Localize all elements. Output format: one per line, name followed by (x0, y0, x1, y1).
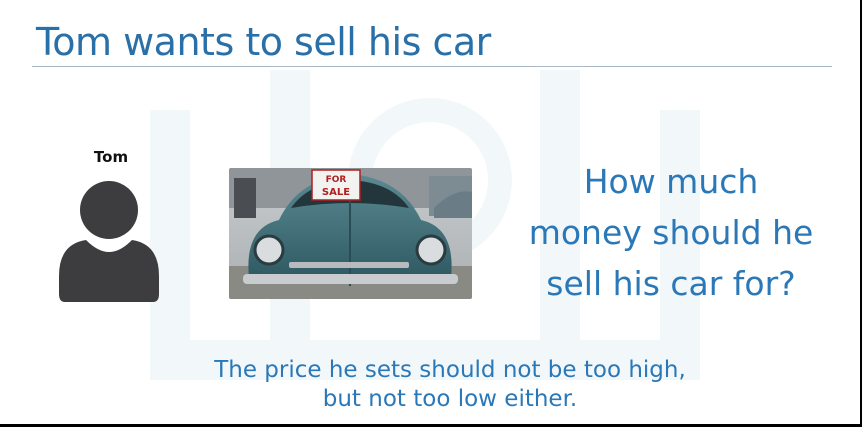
question-text: How much money should he sell his car fo… (512, 156, 830, 309)
note-line-2: but not too low either. (322, 386, 578, 412)
sign-line-2: SALE (322, 187, 350, 198)
sign-line-1: FOR (326, 175, 347, 185)
person-name-label: Tom (93, 148, 129, 166)
question-line-3: sell his car for? (546, 264, 796, 303)
slide-title: Tom wants to sell his car (36, 20, 491, 64)
title-divider (32, 66, 832, 67)
person-silhouette-icon (59, 181, 159, 302)
for-sale-sign: FOR SALE (311, 169, 361, 201)
car-illustration: FOR SALE (229, 168, 472, 299)
price-note: The price he sets should not be too high… (180, 356, 720, 414)
note-line-1: The price he sets should not be too high… (214, 357, 686, 383)
question-line-1: How much (583, 162, 759, 201)
question-line-2: money should he (528, 213, 814, 252)
car-for-sale-photo: FOR SALE (229, 168, 472, 299)
